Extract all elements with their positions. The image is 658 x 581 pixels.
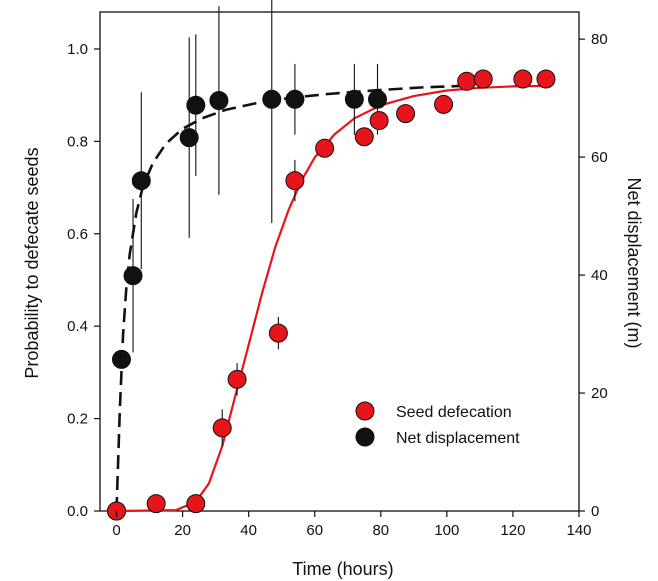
x-tick-label: 40	[240, 522, 257, 539]
point-seed-defecation	[434, 94, 454, 114]
x-tick-label: 120	[500, 522, 525, 539]
error-bars	[132, 0, 380, 447]
point-seed-defecation	[536, 69, 556, 89]
fit-curve-net-displacement	[115, 84, 467, 512]
plot-area	[99, 11, 580, 512]
legend-label-net-displacement: Net displacement	[396, 430, 520, 447]
data-points	[107, 69, 556, 521]
point-seed-defecation	[268, 323, 288, 343]
legend-marker-net-displacement	[355, 427, 375, 447]
point-seed-defecation	[354, 127, 374, 147]
x-tick-label: 20	[174, 522, 191, 539]
point-seed-defecation	[146, 494, 166, 514]
point-seed-defecation	[227, 369, 247, 389]
x-tick-label: 80	[372, 522, 389, 539]
y-left-tick-label: 0.0	[67, 503, 88, 520]
y-axis-right-title: Net displacement (m)	[624, 177, 644, 348]
y-right-tick-label: 60	[591, 149, 608, 166]
point-net-displacement	[262, 89, 282, 109]
point-net-displacement	[367, 89, 387, 109]
point-seed-defecation	[186, 494, 206, 514]
point-seed-defecation	[396, 104, 416, 124]
x-axis-title: Time (hours)	[292, 559, 393, 579]
x-axis: 0 20 40 60 80 100 120 140	[112, 511, 592, 539]
point-net-displacement	[209, 90, 229, 110]
point-seed-defecation	[369, 111, 389, 131]
point-seed-defecation	[473, 69, 493, 89]
y-axis-right: 0 20 40 60 80	[579, 31, 608, 520]
y-right-tick-label: 0	[591, 503, 599, 520]
x-tick-label: 140	[566, 522, 591, 539]
point-net-displacement	[344, 89, 364, 109]
point-seed-defecation	[513, 69, 533, 89]
point-net-displacement	[123, 266, 143, 286]
legend-marker-seed-defecation	[355, 401, 375, 421]
point-net-displacement	[186, 95, 206, 115]
y-left-tick-label: 0.6	[67, 226, 88, 243]
y-axis-left-title: Probability to defecate seeds	[22, 147, 42, 378]
point-net-displacement	[131, 171, 151, 191]
legend-label-seed-defecation: Seed defecation	[396, 404, 512, 421]
y-left-tick-label: 0.4	[67, 318, 88, 335]
point-seed-defecation	[285, 171, 305, 191]
point-net-displacement	[285, 89, 305, 109]
x-tick-label: 100	[434, 522, 459, 539]
point-seed-defecation	[212, 418, 232, 438]
y-left-tick-label: 0.8	[67, 133, 88, 150]
x-tick-label: 0	[112, 522, 120, 539]
point-seed-defecation	[457, 71, 477, 91]
x-tick-label: 60	[306, 522, 323, 539]
y-right-tick-label: 40	[591, 267, 608, 284]
plot-frame	[99, 11, 580, 512]
y-axis-left: 0.0 0.2 0.4 0.6 0.8 1.0	[67, 41, 100, 520]
y-left-tick-label: 0.2	[67, 411, 88, 428]
y-right-tick-label: 80	[591, 31, 608, 48]
y-right-tick-label: 20	[591, 385, 608, 402]
legend: Seed defecation Net displacement	[355, 401, 520, 447]
point-seed-defecation	[315, 138, 335, 158]
point-net-displacement	[111, 349, 131, 369]
y-left-tick-label: 1.0	[67, 41, 88, 58]
point-net-displacement	[179, 128, 199, 148]
